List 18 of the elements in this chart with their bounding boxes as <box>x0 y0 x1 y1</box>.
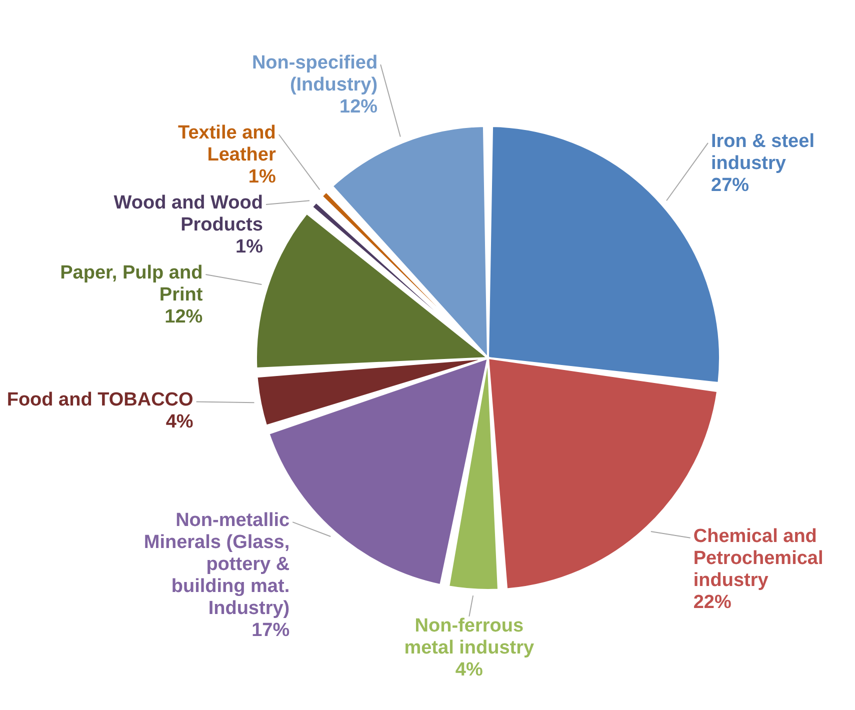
data-label: 4% <box>455 659 483 680</box>
slice-label: Non-metallic Minerals (Glass, pottery & building mat. Industry) <box>144 510 290 620</box>
slice-label: Iron & steel industry <box>711 130 814 174</box>
data-label: 12% <box>340 96 378 118</box>
data-label: 12% <box>164 306 203 328</box>
slice-label: Non-ferrous metal industry <box>404 615 535 658</box>
slice-label: Chemical and Petrochemical industry <box>693 526 824 591</box>
data-label: 17% <box>252 620 290 642</box>
data-label: 27% <box>711 174 750 196</box>
slice-label: Food and TOBACCO <box>6 390 194 411</box>
slice-label: Non-specified (Industry) <box>252 52 378 96</box>
slice-label: Textile and Leather <box>178 122 276 166</box>
data-label: 1% <box>248 166 276 188</box>
data-label: 4% <box>166 412 194 433</box>
data-label: 1% <box>236 236 264 258</box>
slice-label: Paper, Pulp and Print <box>60 262 204 306</box>
slice-label: Wood and Wood Products <box>114 192 263 236</box>
data-label: 22% <box>693 592 732 613</box>
